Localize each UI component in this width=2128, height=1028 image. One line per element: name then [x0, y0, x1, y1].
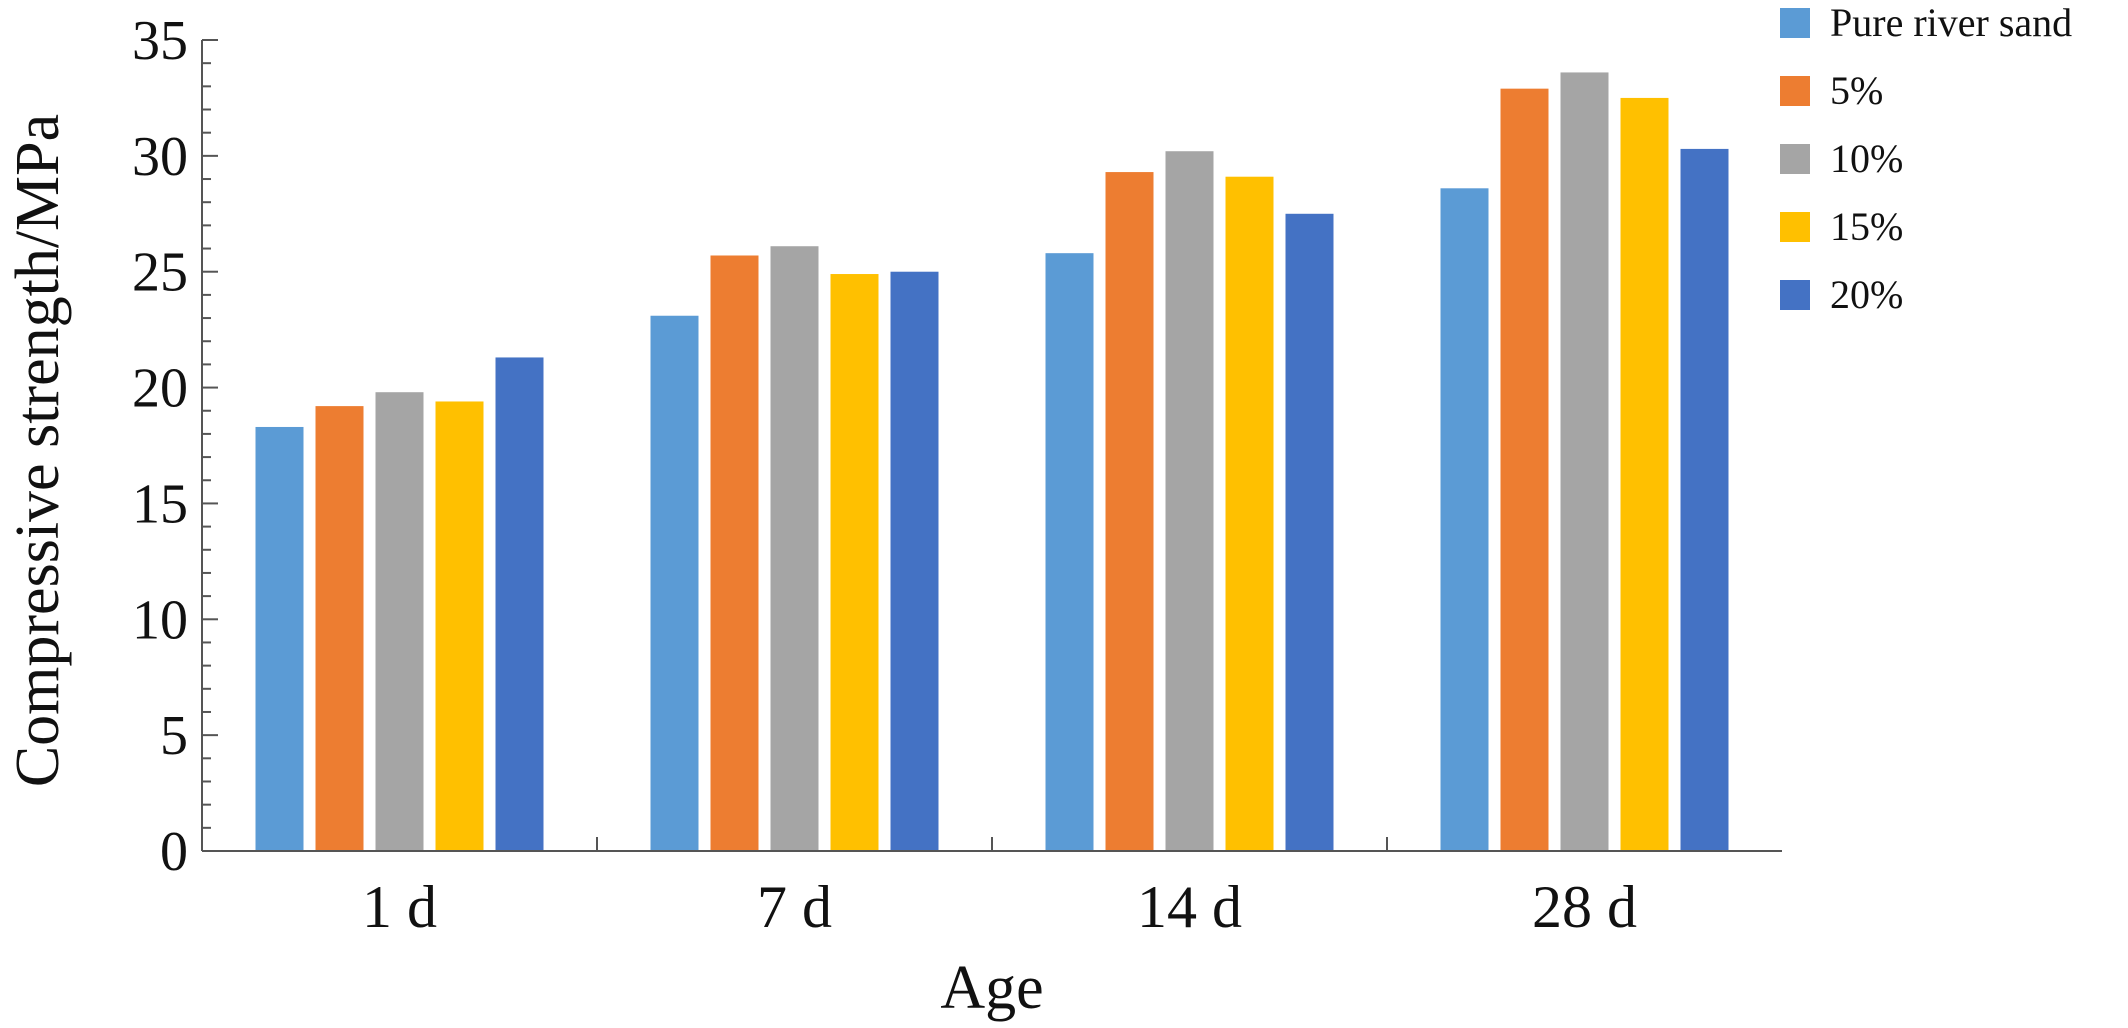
- legend-label: Pure river sand: [1830, 0, 2072, 45]
- bar: [1620, 97, 1669, 851]
- x-tick-label: 28 d: [1532, 874, 1637, 940]
- bar: [1285, 213, 1334, 852]
- y-tick-label: 15: [132, 473, 188, 535]
- legend-label: 15%: [1830, 204, 1903, 249]
- legend-swatch: [1780, 8, 1810, 38]
- legend-swatch: [1780, 144, 1810, 174]
- bar: [710, 255, 759, 852]
- bar: [375, 392, 424, 851]
- legend-swatch: [1780, 212, 1810, 242]
- bar: [315, 406, 364, 851]
- bar: [650, 315, 699, 851]
- bar: [1225, 176, 1274, 851]
- bar: [495, 357, 544, 851]
- y-tick-label: 10: [132, 589, 188, 651]
- bar: [830, 274, 879, 851]
- y-tick-label: 5: [160, 705, 188, 767]
- bar: [1680, 148, 1729, 852]
- legend-label: 10%: [1830, 136, 1903, 181]
- bar: [1440, 188, 1489, 852]
- y-tick-label: 30: [132, 126, 188, 188]
- bar: [1500, 88, 1549, 851]
- bar: [1045, 253, 1094, 852]
- legend-label: 20%: [1830, 272, 1903, 317]
- bar: [770, 246, 819, 851]
- x-tick-label: 14 d: [1137, 874, 1242, 940]
- bar: [255, 426, 304, 851]
- legend-label: 5%: [1830, 68, 1883, 113]
- x-tick-label: 1 d: [362, 874, 437, 940]
- legend-swatch: [1780, 76, 1810, 106]
- bar: [1560, 72, 1609, 851]
- legend: Pure river sand 5% 10% 15% 20%: [1780, 0, 2072, 317]
- x-ticks: 1 d 7 d 14 d 28 d: [362, 837, 1637, 940]
- y-axis-title: Compressive strength/MPa: [4, 114, 72, 787]
- bars-layer: [255, 72, 1729, 852]
- x-tick-label: 7 d: [757, 874, 832, 940]
- y-tick-label: 25: [132, 242, 188, 304]
- bar: [1165, 151, 1214, 852]
- bar: [435, 401, 484, 851]
- bar: [1105, 172, 1154, 851]
- y-ticks: 0 5 10 15 20 25 30 35: [132, 10, 218, 883]
- y-tick-label: 0: [160, 821, 188, 883]
- bar: [890, 271, 939, 851]
- legend-swatch: [1780, 280, 1810, 310]
- x-axis-title: Age: [940, 954, 1043, 1022]
- y-tick-label: 20: [132, 358, 188, 420]
- y-tick-label: 35: [132, 10, 188, 72]
